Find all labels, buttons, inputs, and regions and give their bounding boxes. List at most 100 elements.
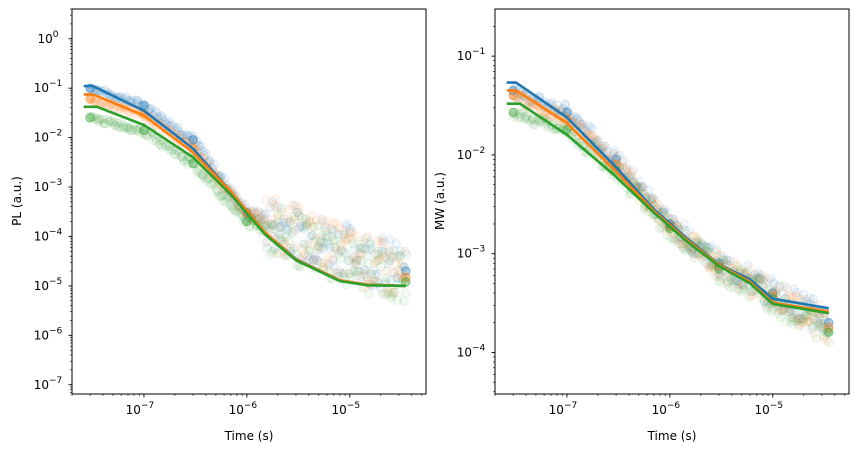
mw-scatter-point [560,100,570,110]
mw-scatter-point [733,283,743,294]
mw-data-marker-1-6 [824,322,834,332]
mw-scatter-point [530,120,540,130]
mw-scatter-point [794,321,804,331]
pl-scatter-point [225,199,235,209]
mw-scatter-point [586,122,596,132]
pl-fit-line-2 [83,105,406,288]
mw-scatter-point [671,234,681,244]
mw-scatter-point [703,243,713,254]
pl-scatter-point [256,209,267,219]
mw-scatter-point [791,291,801,301]
pl-scatter-point [131,125,141,135]
pl-scatter-point [93,117,103,127]
mw-scatter-point [806,317,816,327]
pl-scatter-point [362,250,373,261]
pl-scatter-point [299,224,309,234]
mw-scatter-point [618,155,628,165]
mw-scatter-point [593,135,603,146]
mw-scatter-point [676,239,686,249]
mw-scatter-point [783,290,794,301]
mw-scatter-point [808,294,819,304]
mw-scatter-point [625,170,635,180]
pl-scatter-point [339,268,349,278]
mw-scatter-point [756,274,767,284]
pl-scatter-point [162,115,173,125]
pl-scatter-point [335,254,345,264]
pl-data-marker-2-3 [242,216,252,227]
pl-scatter-point [372,255,382,266]
mw-scatter-point [577,119,587,130]
mw-scatter-point [790,316,800,326]
pl-scatter-point [323,252,334,262]
mw-scatter-point [778,288,788,298]
pl-scatter-point [197,169,207,179]
mw-scatter-point [752,273,762,284]
mw-scatter-point [575,116,585,127]
pl-scatter-point [125,123,135,133]
pl-scatter-point [308,221,318,232]
pl-scatter-point [392,273,402,283]
pl-scatter-point [165,118,175,128]
pl-scatter-point [311,234,321,244]
mw-y-tick-label: 10−2 [457,146,486,162]
mw-scatter-point [802,317,812,327]
pl-scatter-point [273,212,283,222]
mw-scatter-point [767,306,777,316]
pl-scatter-point [352,255,363,265]
mw-scatter-point [662,208,672,218]
pl-scatter-point [336,245,346,256]
pl-scatter-point [265,224,275,234]
pl-scatter-point [322,232,332,242]
pl-scatter-point [373,269,383,279]
mw-data-marker-0-2 [611,154,621,165]
pl-scatter-point [384,255,394,265]
pl-scatter-point [333,248,344,258]
pl-scatter-point [346,226,356,236]
mw-scatter-point [686,246,696,257]
mw-scatter-point [583,121,593,131]
mw-data-marker-2-6 [824,327,834,338]
pl-scatter-point [156,110,166,121]
pl-scatter-point [270,202,280,212]
pl-scatter-point [387,290,397,300]
mw-scatter-point [765,273,776,283]
mw-scatter-point [797,317,807,328]
mw-scatter-point [722,277,732,287]
pl-scatter-point [313,242,323,252]
mw-scatter-point [796,321,806,331]
mw-scatter-point [669,233,679,244]
pl-scatter-point [297,221,307,231]
pl-scatter-point [377,233,387,243]
mw-scatter-point [526,116,536,127]
mw-scatter-point [734,284,744,295]
pl-scatter-point [317,216,327,226]
mw-scatter-point [704,243,714,253]
pl-scatter-point [331,235,341,245]
pl-scatter-point [262,243,272,253]
mw-scatter-point [725,282,735,292]
mw-scatter-point [793,314,803,324]
mw-scatter-point [748,289,758,299]
pl-scatter-point [364,289,374,299]
mw-y-tick-label: 10−1 [457,47,486,63]
pl-scatter-point [294,223,304,233]
pl-scatter-point [212,186,222,196]
mw-scatter-point [692,233,702,244]
pl-scatter-point [309,222,319,232]
pl-scatter-point [300,239,310,249]
pl-scatter-point [238,217,249,227]
pl-scatter-point [147,103,157,113]
pl-scatter-point [334,223,344,233]
mw-scatter-point [688,249,698,259]
pl-scatter-point [303,219,313,229]
mw-scatter-point [590,135,600,145]
pl-scatter-point [300,249,310,259]
pl-data-marker-2-2 [188,158,198,169]
pl-scatter-point [383,288,393,299]
pl-scatter-point [350,252,360,262]
pl-scatter-point [329,261,339,271]
pl-scatter-point [361,233,371,243]
mw-scatter-point [784,307,794,318]
mw-scatter-point [795,314,805,324]
pl-scatter-point [104,116,114,127]
